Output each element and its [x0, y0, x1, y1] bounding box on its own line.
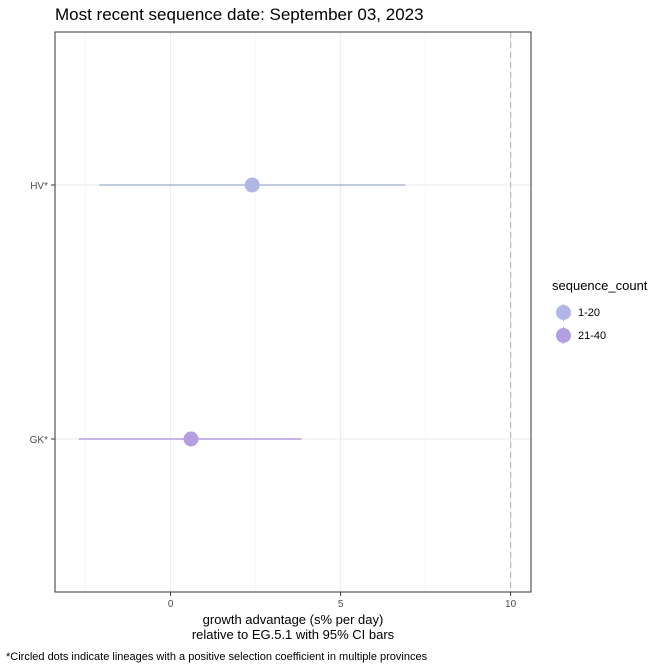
legend-key-dot — [556, 328, 571, 343]
y-tick-label: HV* — [30, 181, 48, 192]
chart-title: Most recent sequence date: September 03,… — [55, 5, 424, 24]
caption: *Circled dots indicate lineages with a p… — [6, 651, 428, 663]
panel-border — [54, 31, 532, 593]
data-point — [244, 177, 260, 193]
legend-item: 21-40 — [552, 324, 647, 347]
legend-item: 1-20 — [552, 301, 647, 324]
legend-key-dot — [556, 305, 571, 320]
legend-label: 21-40 — [578, 329, 607, 342]
x-axis-label-line1: growth advantage (s% per day) — [202, 612, 384, 627]
legend-key — [552, 324, 576, 347]
x-tick-label: 10 — [505, 599, 517, 610]
legend-items: 1-20 21-40 — [552, 301, 647, 347]
legend-title: sequence_count — [552, 278, 648, 293]
x-tick-label: 5 — [338, 599, 344, 610]
y-tick-label: GK* — [30, 435, 48, 446]
legend-key — [552, 301, 576, 324]
data-point — [183, 431, 199, 447]
x-tick-label: 0 — [168, 599, 174, 610]
x-axis-label: growth advantage (s% per day) relative t… — [55, 612, 531, 642]
legend: sequence_count 1-20 21-40 — [552, 278, 647, 347]
x-axis-label-line2: relative to EG.5.1 with 95% CI bars — [191, 627, 395, 642]
legend-label: 1-20 — [578, 306, 601, 319]
